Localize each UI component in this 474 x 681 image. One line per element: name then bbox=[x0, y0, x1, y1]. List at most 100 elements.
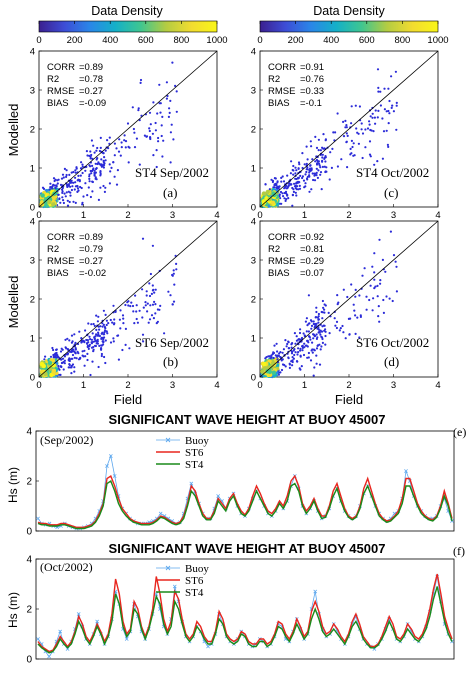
data-point bbox=[312, 374, 315, 377]
data-point bbox=[310, 320, 313, 323]
data-point bbox=[41, 186, 45, 189]
data-point bbox=[100, 348, 103, 351]
data-point bbox=[55, 348, 58, 351]
data-point bbox=[384, 270, 387, 273]
data-point bbox=[324, 334, 327, 338]
panel-label: ST6 Oct/2002 bbox=[356, 335, 429, 350]
data-point bbox=[286, 187, 289, 190]
colorbar-tick-label: 800 bbox=[173, 35, 189, 46]
data-point bbox=[395, 128, 398, 131]
data-point bbox=[105, 323, 108, 327]
data-point bbox=[294, 351, 297, 354]
data-point bbox=[54, 187, 57, 190]
data-point bbox=[145, 135, 148, 138]
data-point bbox=[175, 90, 178, 93]
data-point bbox=[292, 164, 295, 168]
data-point bbox=[133, 146, 137, 149]
data-point bbox=[301, 349, 304, 352]
data-point bbox=[96, 146, 99, 150]
data-point bbox=[65, 169, 68, 172]
data-point bbox=[324, 160, 327, 163]
data-point bbox=[152, 317, 155, 320]
data-point bbox=[65, 347, 68, 350]
data-point bbox=[302, 353, 306, 357]
data-point bbox=[315, 306, 318, 309]
data-point bbox=[73, 356, 76, 359]
data-point-dense bbox=[47, 360, 53, 366]
data-point bbox=[368, 298, 371, 302]
data-point bbox=[156, 320, 159, 323]
data-point bbox=[99, 136, 102, 139]
data-point bbox=[297, 351, 300, 354]
data-point bbox=[94, 167, 98, 171]
data-point bbox=[342, 331, 345, 334]
data-point bbox=[283, 363, 286, 367]
data-point bbox=[89, 195, 92, 199]
data-point bbox=[369, 155, 372, 158]
data-point bbox=[387, 87, 390, 90]
data-point bbox=[106, 332, 109, 335]
data-point bbox=[102, 333, 105, 336]
data-point bbox=[86, 154, 89, 157]
data-point bbox=[91, 164, 94, 167]
data-point bbox=[391, 299, 394, 303]
data-point bbox=[300, 365, 303, 368]
data-point bbox=[93, 337, 96, 341]
data-point bbox=[91, 190, 94, 193]
data-point bbox=[68, 363, 71, 367]
data-point bbox=[360, 122, 363, 125]
data-point bbox=[141, 316, 144, 319]
data-point bbox=[70, 349, 73, 352]
ylabel-top: Modelled bbox=[6, 104, 21, 157]
stat-label: RMSE bbox=[268, 86, 295, 97]
data-point bbox=[291, 364, 294, 367]
data-point bbox=[287, 357, 290, 360]
data-point bbox=[354, 288, 357, 291]
data-point bbox=[103, 156, 106, 159]
data-point bbox=[113, 175, 116, 178]
data-point bbox=[288, 182, 291, 185]
stat-label: CORR bbox=[47, 232, 75, 243]
data-point bbox=[61, 173, 65, 176]
data-point bbox=[299, 174, 302, 177]
data-point bbox=[92, 144, 95, 147]
data-point bbox=[314, 316, 318, 319]
data-point bbox=[175, 262, 178, 265]
data-point bbox=[86, 339, 89, 342]
data-point bbox=[95, 342, 98, 345]
stat-label: RMSE bbox=[47, 256, 74, 267]
stat-label: R2 bbox=[47, 244, 59, 255]
data-point bbox=[84, 355, 87, 358]
data-point bbox=[98, 344, 101, 347]
data-point bbox=[149, 304, 152, 307]
data-point bbox=[309, 140, 312, 143]
stat-value: =0.91 bbox=[300, 62, 324, 73]
data-point bbox=[307, 330, 310, 333]
data-point bbox=[356, 316, 359, 319]
data-point bbox=[356, 131, 359, 134]
data-point bbox=[321, 325, 324, 328]
data-point bbox=[350, 283, 353, 286]
colorbar-tick-label: 0 bbox=[257, 35, 262, 46]
data-point bbox=[286, 194, 289, 197]
data-point bbox=[96, 157, 99, 160]
data-point bbox=[57, 193, 60, 196]
data-point bbox=[123, 134, 126, 137]
data-point bbox=[69, 366, 72, 369]
data-point bbox=[87, 322, 90, 325]
data-point bbox=[154, 288, 157, 291]
data-point bbox=[321, 341, 324, 344]
data-point bbox=[290, 183, 293, 186]
data-point bbox=[322, 133, 325, 136]
data-point bbox=[303, 342, 306, 345]
data-point bbox=[84, 182, 87, 185]
data-point bbox=[141, 237, 145, 240]
data-point bbox=[112, 161, 115, 164]
data-point bbox=[59, 350, 63, 353]
data-point bbox=[264, 183, 267, 186]
x-tick-label: 4 bbox=[435, 210, 440, 221]
buoy-marker bbox=[172, 584, 177, 589]
data-point bbox=[318, 331, 321, 334]
data-point bbox=[103, 325, 106, 329]
data-point bbox=[101, 325, 104, 328]
